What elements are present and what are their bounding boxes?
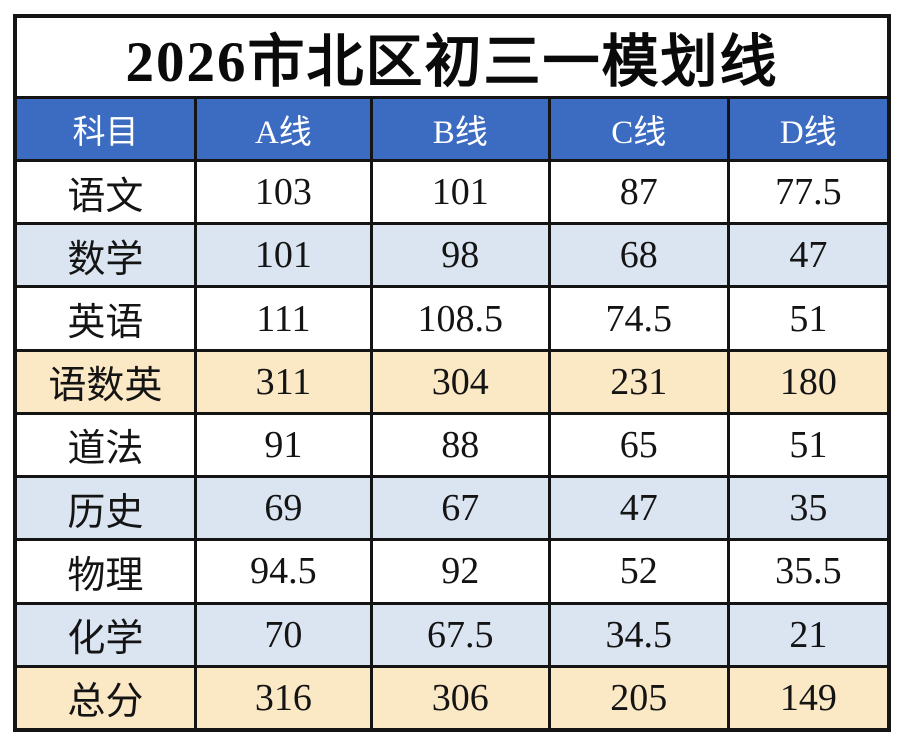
cell-value: 21: [729, 604, 887, 665]
cell-value: 111: [196, 288, 370, 349]
cell-value: 103: [196, 162, 370, 223]
row-subject: 道法: [17, 414, 194, 476]
row-subject: 物理: [17, 541, 194, 602]
cell-value: 101: [372, 162, 548, 223]
cell-value: 180: [729, 351, 887, 412]
page-title: 2026市北区初三一模划线: [17, 18, 887, 96]
cell-value: 311: [196, 351, 370, 412]
column-header-line-a: A线: [196, 99, 370, 159]
cell-value: 47: [729, 225, 887, 286]
cell-value: 68: [550, 225, 727, 286]
row-subject: 数学: [17, 225, 194, 286]
row-subject: 总分: [17, 667, 194, 728]
cell-value: 304: [372, 351, 548, 412]
cell-value: 101: [196, 225, 370, 286]
cell-value: 91: [196, 414, 370, 476]
cell-value: 52: [550, 541, 727, 602]
cell-value: 306: [372, 667, 548, 728]
cell-value: 51: [729, 414, 887, 476]
row-subject: 语文: [17, 162, 194, 223]
cell-value: 205: [550, 667, 727, 728]
column-header-subject: 科目: [17, 99, 194, 159]
row-subject: 历史: [17, 478, 194, 539]
score-table: 2026市北区初三一模划线 科目 A线 B线 C线 D线 语文 103 101 …: [13, 14, 891, 732]
cell-value: 34.5: [550, 604, 727, 665]
cell-value: 92: [372, 541, 548, 602]
cell-value: 47: [550, 478, 727, 539]
cell-value: 67.5: [372, 604, 548, 665]
column-header-line-b: B线: [372, 99, 548, 159]
cell-value: 98: [372, 225, 548, 286]
cell-value: 67: [372, 478, 548, 539]
cell-value: 35.5: [729, 541, 887, 602]
cell-value: 70: [196, 604, 370, 665]
cell-value: 35: [729, 478, 887, 539]
cell-value: 74.5: [550, 288, 727, 349]
cell-value: 94.5: [196, 541, 370, 602]
cell-value: 65: [550, 414, 727, 476]
row-subject: 英语: [17, 288, 194, 349]
column-header-line-d: D线: [729, 99, 887, 159]
row-subject: 语数英: [17, 351, 194, 412]
cell-value: 149: [729, 667, 887, 728]
cell-value: 51: [729, 288, 887, 349]
cell-value: 108.5: [372, 288, 548, 349]
row-subject: 化学: [17, 604, 194, 665]
cell-value: 231: [550, 351, 727, 412]
cell-value: 69: [196, 478, 370, 539]
cell-value: 87: [550, 162, 727, 223]
column-header-line-c: C线: [550, 99, 727, 159]
cell-value: 77.5: [729, 162, 887, 223]
cell-value: 88: [372, 414, 548, 476]
cell-value: 316: [196, 667, 370, 728]
